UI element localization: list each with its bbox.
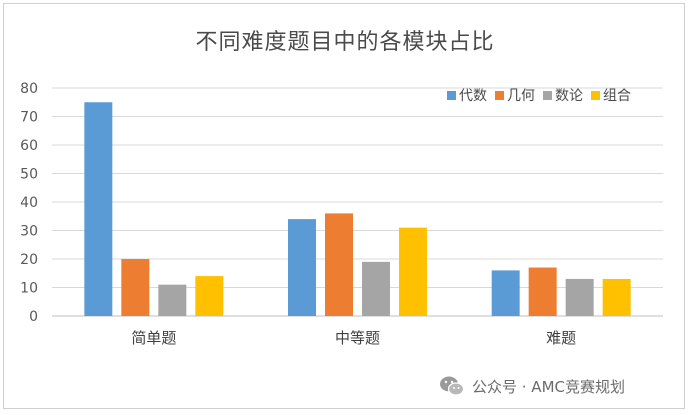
legend-label: 组合 xyxy=(603,88,631,104)
watermark-text: 公众号 · AMC竞赛规划 xyxy=(472,377,625,396)
legend-item-combinatorics: 组合 xyxy=(591,85,631,105)
legend-item-geometry: 几何 xyxy=(495,85,535,105)
x-tick-label: 中等题 xyxy=(335,329,380,347)
chart-frame xyxy=(3,3,685,409)
watermark: 公众号 · AMC竞赛规划 xyxy=(438,372,625,400)
legend-label: 数论 xyxy=(555,88,583,104)
x-tick-label: 简单题 xyxy=(131,329,176,347)
bar xyxy=(528,267,557,316)
legend-swatch xyxy=(591,90,600,100)
y-tick-label: 80 xyxy=(20,81,38,97)
bar xyxy=(602,278,631,316)
y-tick-label: 0 xyxy=(29,309,38,325)
chart-legend: 代数 几何 数论 组合 xyxy=(447,86,631,104)
bar xyxy=(399,227,427,316)
y-tick-label: 70 xyxy=(20,110,38,126)
y-tick-label: 30 xyxy=(20,224,38,240)
bar xyxy=(325,213,353,316)
legend-swatch xyxy=(447,90,456,100)
bar xyxy=(195,276,224,316)
bar xyxy=(158,284,187,316)
bar xyxy=(288,219,316,316)
bar xyxy=(84,102,113,316)
x-tick-label: 难题 xyxy=(546,329,576,347)
legend-item-algebra: 代数 xyxy=(447,85,487,105)
wechat-icon xyxy=(440,376,465,396)
y-tick-label: 20 xyxy=(20,252,38,268)
bar xyxy=(121,259,150,316)
bar xyxy=(362,261,390,316)
y-tick-label: 10 xyxy=(20,281,38,297)
bar xyxy=(565,278,594,316)
bar xyxy=(491,270,520,316)
y-tick-label: 50 xyxy=(20,167,38,183)
chart-title: 不同难度题目中的各模块占比 xyxy=(195,30,495,55)
y-tick-label: 40 xyxy=(20,195,38,211)
legend-item-number-theory: 数论 xyxy=(543,85,583,105)
legend-swatch xyxy=(495,90,504,100)
legend-label: 几何 xyxy=(507,88,535,104)
legend-label: 代数 xyxy=(459,88,487,104)
legend-swatch xyxy=(543,90,552,100)
y-tick-label: 60 xyxy=(20,138,38,154)
